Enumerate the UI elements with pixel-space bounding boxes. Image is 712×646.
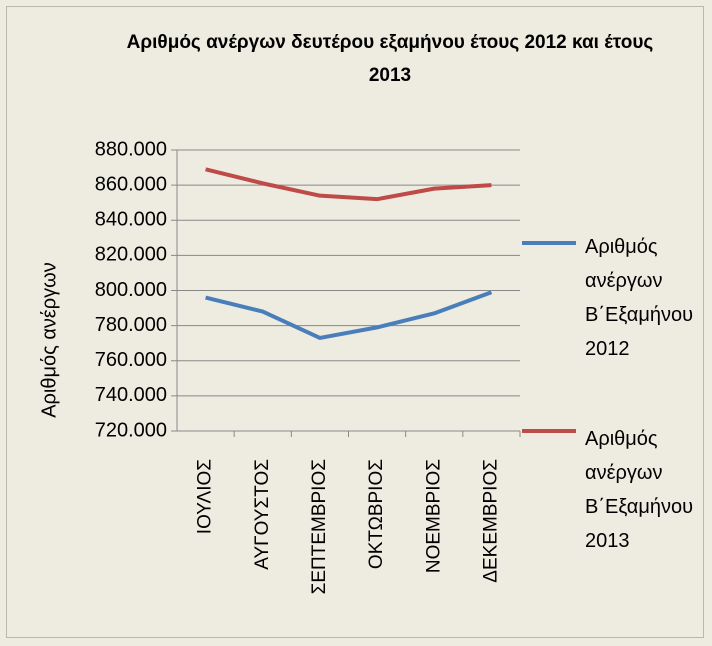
y-tick-label: 880.000 xyxy=(95,138,167,160)
y-tick-label: 800.000 xyxy=(95,279,167,301)
x-tick-label: ΟΚΤΩΒΡΙΟΣ xyxy=(366,459,387,569)
legend-label: Αριθμός ανέργων Β΄Εξαμήνου 2013 xyxy=(585,428,694,552)
x-tick-label: ΙΟΥΛΙΟΣ xyxy=(195,459,216,534)
x-tick-label: ΝΟΕΜΒΡΙΟΣ xyxy=(423,459,444,573)
y-tick-label: 840.000 xyxy=(95,209,167,231)
y-tick-label: 780.000 xyxy=(95,314,167,336)
chart-frame xyxy=(6,6,704,638)
chart-title: Αριθμός ανέργων δευτέρου εξαμήνου έτους … xyxy=(126,32,654,86)
y-tick-label: 860.000 xyxy=(95,173,167,195)
legend-label: Αριθμός ανέργων Β΄Εξαμήνου 2012 xyxy=(585,236,694,360)
y-tick-label: 760.000 xyxy=(95,349,167,371)
y-tick-label: 740.000 xyxy=(95,384,167,406)
x-tick-label: ΔΕΚΕΜΒΡΙΟΣ xyxy=(480,459,501,583)
series-line xyxy=(205,167,492,202)
y-tick-label: 820.000 xyxy=(95,244,167,266)
series-line xyxy=(205,290,493,340)
y-tick-label: 720.000 xyxy=(95,419,167,441)
x-tick-label: ΣΕΠΤΕΜΒΡΙΟΣ xyxy=(309,459,330,594)
x-tick-label: ΑΥΓΟΥΣΤΟΣ xyxy=(252,459,273,570)
y-axis-title: Αριθμός ανέργων xyxy=(38,262,60,418)
